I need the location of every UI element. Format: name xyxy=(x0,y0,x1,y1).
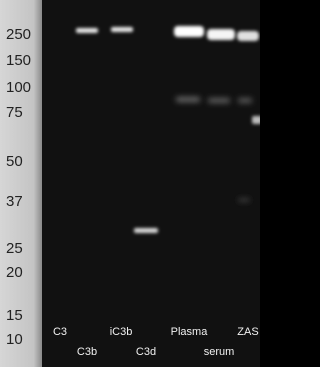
marker-label: 75 xyxy=(6,104,23,121)
band xyxy=(238,98,252,103)
band xyxy=(208,98,230,103)
marker-label: 25 xyxy=(6,240,23,257)
band xyxy=(238,198,250,202)
lane-label: C3d xyxy=(136,346,156,358)
lane-label: ZAS xyxy=(237,326,258,338)
marker-label: 50 xyxy=(6,153,23,170)
lane-label: C3b xyxy=(77,346,97,358)
lane-label: C3 xyxy=(53,326,67,338)
marker-label: 250 xyxy=(6,26,31,43)
band xyxy=(111,27,133,32)
marker-label: 10 xyxy=(6,331,23,348)
band xyxy=(252,116,260,124)
lane-label: Plasma xyxy=(171,326,209,338)
marker-label: 15 xyxy=(6,307,23,324)
band xyxy=(237,31,259,41)
page: {"markers": ["250", "150", "100", "75", … xyxy=(0,0,260,367)
band xyxy=(134,228,158,233)
marker-label: 37 xyxy=(6,193,23,210)
band xyxy=(207,29,235,40)
gel-area xyxy=(42,0,260,367)
band xyxy=(76,28,98,33)
lane-label: iC3b xyxy=(110,326,133,338)
band xyxy=(174,26,204,37)
marker-label: 100 xyxy=(6,79,31,96)
band xyxy=(176,97,200,102)
lane-label: serum xyxy=(204,346,235,358)
marker-label: 150 xyxy=(6,52,31,69)
marker-label: 20 xyxy=(6,264,23,281)
